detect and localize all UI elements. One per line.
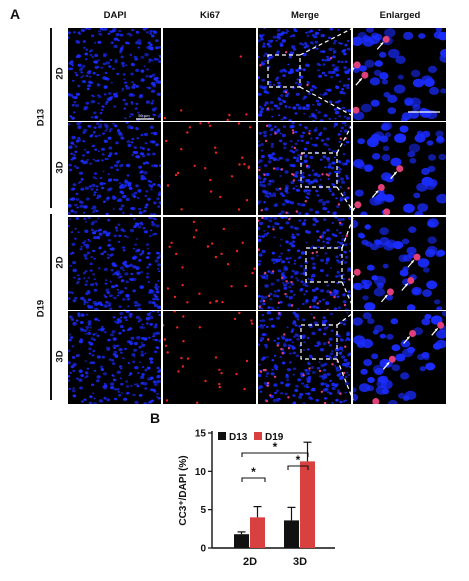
zoom-line [299,27,354,56]
micrograph-tile [258,311,351,404]
arrow-head [353,275,355,279]
significance-3d-label: * [296,453,301,467]
micrograph-tile [163,122,256,215]
bar-d13-3d [284,520,299,548]
group-bracket-d19 [50,214,52,400]
group-bracket-d13 [50,28,52,208]
micrograph-tile [68,28,161,121]
micrograph-tile [353,217,446,310]
arrow-head [384,294,388,298]
micrograph-tile [163,217,256,310]
zoom-line [336,122,354,154]
micrograph-tile [68,122,161,215]
arrow-head [411,260,414,264]
arrow-head [404,283,408,287]
micrograph-tile [68,311,161,404]
legend-swatch-d13 [218,432,226,440]
y-tick-label: 15 [195,429,207,440]
micrograph-tile [353,311,446,404]
y-tick-label: 5 [200,505,206,516]
significance-d19-label: * [273,440,278,454]
column-header-ki67: Ki67 [199,10,221,21]
zoom-line [341,281,354,308]
arrow-head [353,67,355,71]
bar-d19-3d [300,461,315,548]
x-tick-label: 3D [293,556,307,568]
y-axis-label: CC3⁺/DAPI (%) [178,455,189,525]
micrograph-tile [353,122,446,215]
micrograph-tile [258,122,351,215]
micrograph-tile [163,28,256,121]
column-header-merge: Merge [291,10,319,21]
arrow-head [358,78,362,82]
zoom-line [336,358,354,401]
arrow-head [380,42,384,46]
arrow-head [353,207,355,211]
zoom-line [299,86,354,117]
scale-bar-label: 50 µm [138,113,150,118]
significance-d19 [241,452,309,457]
zoom-line [341,217,354,249]
arrow-head [386,362,390,366]
zoom-box-d13-2d [267,54,301,88]
arrow-head [406,336,410,340]
column-header-dapi: DAPI [103,10,127,21]
zoom-box-d13-3d [300,152,338,188]
legend-swatch-d19 [254,432,262,440]
zoom-box-d19-3d [300,324,338,360]
legend-label-d19: D19 [265,432,284,443]
arrow-head [375,190,379,194]
micrograph-tile [353,28,446,121]
y-tick-label: 10 [195,467,207,478]
micrograph-tile [258,28,351,121]
significance-2d [241,477,266,482]
x-tick-label: 2D [243,556,257,568]
arrow-head [434,328,438,332]
panel-b-label: B [150,410,161,426]
column-header-enlarged: Enlarged [379,10,421,21]
y-tick-label: 0 [200,544,206,555]
significance-3d [287,465,309,470]
significance-2d-label: * [251,465,256,479]
zoom-line [336,186,354,212]
micrograph-tile [258,217,351,310]
arrow-head [393,171,397,175]
micrograph-tile [68,217,161,310]
zoom-box-d19-2d [305,247,343,283]
bar-d19-2d [250,517,265,548]
zoom-line [336,312,354,326]
micrograph-tile [163,311,256,404]
legend-label-d13: D13 [229,432,248,443]
panel-a-label: A [10,6,21,22]
zoom-guides: 50 µm [136,27,440,401]
bar-d13-2d [234,534,249,548]
